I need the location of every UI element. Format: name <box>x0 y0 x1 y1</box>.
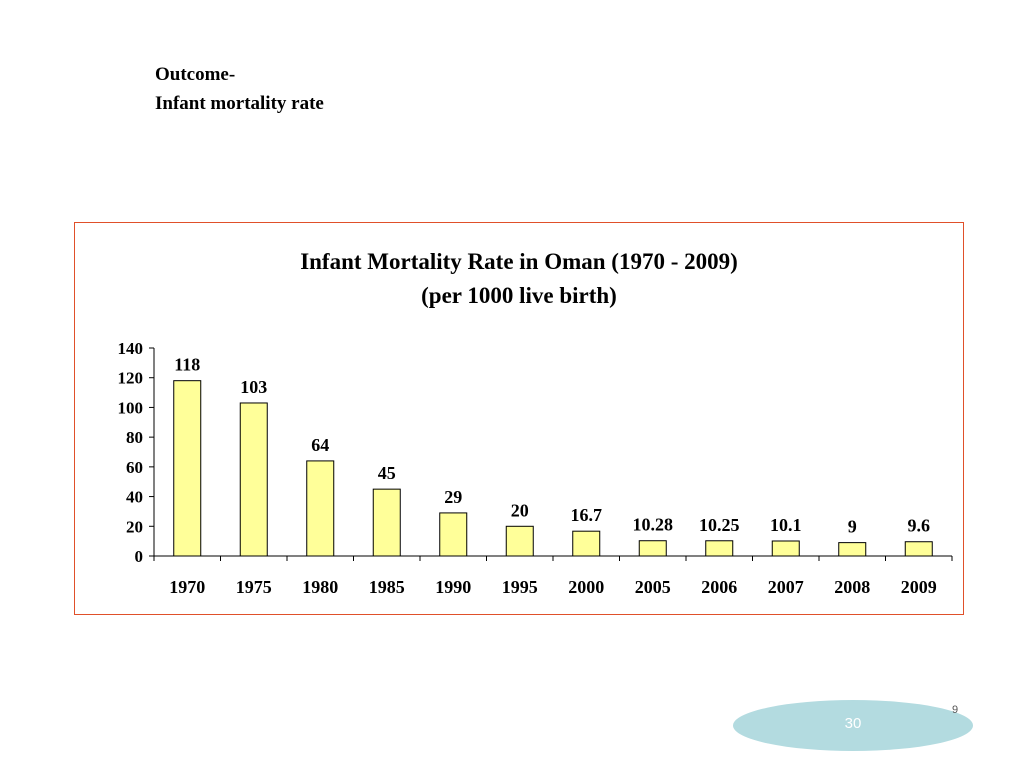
x-tick-label-1985: 1985 <box>369 577 405 597</box>
chart-frame: Infant Mortality Rate in Oman (1970 - 20… <box>74 222 964 615</box>
x-tick-label-1975: 1975 <box>236 577 272 597</box>
y-tick-label: 20 <box>126 517 143 536</box>
bar-2005 <box>638 540 667 557</box>
bar-1980 <box>306 460 335 557</box>
y-tick-label: 0 <box>135 547 144 566</box>
bar-2000 <box>572 530 601 557</box>
chart-title-block: Infant Mortality Rate in Oman (1970 - 20… <box>75 245 963 313</box>
data-label-2009: 9.6 <box>908 516 931 536</box>
x-tick-label-2000: 2000 <box>568 577 604 597</box>
bar-2008 <box>838 542 867 557</box>
x-tick-label-2005: 2005 <box>635 577 671 597</box>
y-tick-label: 120 <box>118 369 144 388</box>
data-label-2005: 10.28 <box>633 515 674 535</box>
y-tick-label: 40 <box>126 488 143 507</box>
chart-title: Infant Mortality Rate in Oman (1970 - 20… <box>300 249 738 274</box>
data-label-1985: 45 <box>378 463 396 483</box>
x-tick-label-2007: 2007 <box>768 577 804 597</box>
data-label-1980: 64 <box>311 435 329 455</box>
chart-subtitle: (per 1000 live birth) <box>421 283 617 308</box>
bar-1990 <box>439 512 468 557</box>
page-number-badge: 30 <box>733 700 973 751</box>
data-label-2007: 10.1 <box>770 515 802 535</box>
bar-1970 <box>173 380 202 557</box>
bar-1995 <box>505 525 534 557</box>
x-tick-label-2006: 2006 <box>701 577 737 597</box>
bar-2006 <box>705 540 734 557</box>
y-tick-label: 80 <box>126 428 143 447</box>
x-tick-label-1980: 1980 <box>302 577 338 597</box>
bar-2009 <box>904 541 933 557</box>
x-tick-label-1970: 1970 <box>169 577 205 597</box>
y-tick-label: 140 <box>118 339 144 358</box>
data-label-1970: 118 <box>174 355 200 375</box>
corner-mark: 9 <box>952 704 959 716</box>
bar-1985 <box>372 488 401 557</box>
page-number: 30 <box>844 715 862 732</box>
x-tick-label-2009: 2009 <box>901 577 937 597</box>
y-tick-label: 60 <box>126 458 143 477</box>
bar-1975 <box>239 402 268 557</box>
x-tick-label-1995: 1995 <box>502 577 538 597</box>
data-label-1975: 103 <box>240 377 267 397</box>
heading-line-2: Infant mortality rate <box>155 93 324 114</box>
slide-heading: Outcome- Infant mortality rate <box>155 60 324 118</box>
data-label-2000: 16.7 <box>571 505 603 525</box>
bar-chart: 0 20 40 60 80 100 120 140 118 1970 103 1975 64 1980 45… <box>118 339 953 597</box>
x-tick-label-2008: 2008 <box>834 577 870 597</box>
data-label-1990: 29 <box>444 487 462 507</box>
bar-2007 <box>771 540 800 557</box>
x-tick-label-1990: 1990 <box>435 577 471 597</box>
data-label-1995: 20 <box>511 500 529 520</box>
data-label-2008: 9 <box>848 517 857 537</box>
heading-line-1: Outcome- <box>155 64 236 85</box>
y-tick-label: 100 <box>118 398 144 417</box>
data-label-2006: 10.25 <box>699 515 740 535</box>
